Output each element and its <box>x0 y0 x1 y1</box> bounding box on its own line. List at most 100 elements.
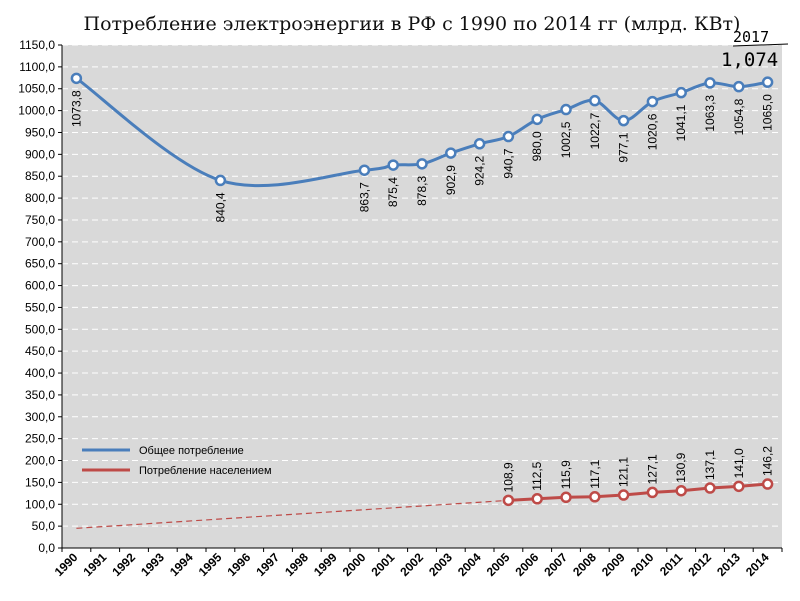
x-tick-label: 2013 <box>714 550 743 579</box>
data-label-total: 1020,6 <box>645 113 659 150</box>
point-total <box>589 94 601 107</box>
data-label-total: 924,2 <box>473 155 487 185</box>
x-tick-label: 1991 <box>81 550 110 579</box>
point-total <box>358 164 371 176</box>
point-household <box>560 491 572 504</box>
x-tick-label: 1992 <box>109 550 138 579</box>
series-line-household <box>508 482 768 502</box>
annotation-value: 1,074 <box>721 49 778 71</box>
y-tick-label: 550,0 <box>25 300 55 314</box>
data-label-total: 1073,8 <box>69 90 83 127</box>
data-label-household: 137,1 <box>703 450 717 480</box>
y-tick-label: 900,0 <box>25 147 55 161</box>
point-total <box>560 103 572 116</box>
data-label-total: 1002,5 <box>559 121 573 158</box>
x-tick-label: 1995 <box>196 550 225 579</box>
data-label-household: 108,9 <box>501 462 515 492</box>
data-label-household: 130,9 <box>674 452 688 482</box>
point-total <box>445 147 457 159</box>
data-label-household: 146,2 <box>761 446 775 476</box>
legend-label-household: Потребление населением <box>139 465 272 477</box>
point-total <box>502 130 515 143</box>
data-label-total: 1054,8 <box>732 98 746 135</box>
data-label-total: 980,0 <box>530 131 544 161</box>
point-household <box>646 486 659 499</box>
data-label-total: 1063,3 <box>703 95 717 132</box>
y-tick-label: 500,0 <box>25 322 55 336</box>
data-label-total: 1065,0 <box>761 94 775 131</box>
point-household <box>589 491 601 503</box>
data-label-household: 112,5 <box>530 461 544 490</box>
x-tick-label: 1990 <box>52 550 81 579</box>
point-household <box>531 493 543 505</box>
point-total <box>416 158 428 170</box>
y-tick-label: 600,0 <box>25 279 55 293</box>
x-tick-label: 1994 <box>167 550 196 579</box>
y-tick-label: 250,0 <box>25 432 55 446</box>
x-tick-label: 2010 <box>628 550 657 579</box>
y-tick-label: 950,0 <box>25 125 55 139</box>
annotation-year: 2017 <box>733 28 769 46</box>
x-tick-label: 1999 <box>311 550 340 579</box>
point-total <box>473 138 486 150</box>
y-tick-label: 750,0 <box>25 213 55 227</box>
data-label-household: 115,9 <box>559 460 573 489</box>
chart-title: Потребление электроэнергии в РФ с 1990 п… <box>84 13 741 35</box>
point-total <box>214 174 227 187</box>
y-tick-label: 200,0 <box>25 454 55 468</box>
x-tick-label: 2005 <box>484 550 513 579</box>
y-tick-label: 300,0 <box>25 410 55 424</box>
annotation-underline <box>732 43 789 47</box>
data-label-total: 902,9 <box>444 165 458 195</box>
y-tick-label: 400,0 <box>25 366 55 380</box>
x-tick-label: 2003 <box>426 550 455 579</box>
point-household <box>733 480 745 493</box>
x-tick-label: 2008 <box>570 550 599 579</box>
series-layer <box>70 72 774 529</box>
x-tick-label: 2006 <box>513 550 542 579</box>
y-tick-label: 50,0 <box>32 519 56 533</box>
point-total <box>70 72 83 85</box>
legend: Общее потребление Потребление населением <box>82 445 272 477</box>
y-tick-label: 1100,0 <box>19 60 55 74</box>
y-tick-label: 1000,0 <box>18 104 55 118</box>
point-household <box>761 478 774 490</box>
point-total <box>387 159 399 171</box>
point-total <box>761 76 774 88</box>
x-tick-label: 2001 <box>369 550 398 579</box>
data-label-total: 940,7 <box>501 148 515 178</box>
x-tick-label: 2002 <box>397 550 426 579</box>
data-label-household: 117,1 <box>588 459 602 488</box>
data-label-total: 1022,7 <box>588 112 602 149</box>
x-tick-label: 2009 <box>599 550 628 579</box>
y-tick-label: 650,0 <box>25 257 55 271</box>
x-tick-label: 2000 <box>340 550 369 579</box>
x-tick-label: 1993 <box>138 550 167 579</box>
point-household <box>704 482 716 494</box>
trend-line-household <box>76 499 509 529</box>
data-label-total: 863,7 <box>357 182 371 212</box>
x-tick-label: 2004 <box>455 550 484 579</box>
y-tick-label: 1050,0 <box>18 82 55 96</box>
y-tick-label: 700,0 <box>25 235 55 249</box>
y-tick-label: 1150,0 <box>19 38 55 52</box>
point-total <box>704 77 716 89</box>
handwritten-annotation: 2017 1,074 <box>721 28 789 71</box>
data-label-total: 875,4 <box>386 177 400 207</box>
plot-area <box>62 45 782 548</box>
point-household <box>617 489 630 501</box>
data-label-total: 840,4 <box>213 192 227 222</box>
data-label-household: 141,0 <box>732 448 746 478</box>
data-label-total: 1041,1 <box>674 104 688 141</box>
x-tick-label: 2007 <box>541 550 570 579</box>
data-label-household: 121,1 <box>617 457 631 487</box>
y-tick-label: 0,0 <box>38 541 55 555</box>
point-total <box>617 114 630 127</box>
data-labels: 1073,8 840,4 863,7 875,4 878,3 902,9 924,2 940,… <box>69 90 774 492</box>
grid-lines <box>62 44 782 527</box>
data-label-household: 127,1 <box>645 454 659 484</box>
point-household <box>675 484 687 497</box>
x-tick-label: 2012 <box>685 550 714 579</box>
x-tick-label: 1997 <box>253 550 282 579</box>
